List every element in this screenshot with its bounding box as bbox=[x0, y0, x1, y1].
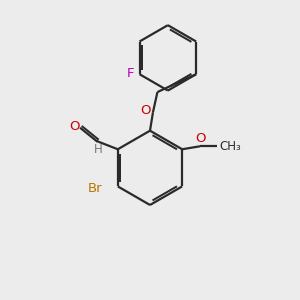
Text: O: O bbox=[195, 132, 205, 145]
Text: CH₃: CH₃ bbox=[219, 140, 241, 153]
Text: H: H bbox=[94, 143, 102, 156]
Text: Br: Br bbox=[88, 182, 102, 195]
Text: O: O bbox=[140, 104, 151, 117]
Text: F: F bbox=[126, 67, 134, 80]
Text: O: O bbox=[69, 120, 80, 133]
